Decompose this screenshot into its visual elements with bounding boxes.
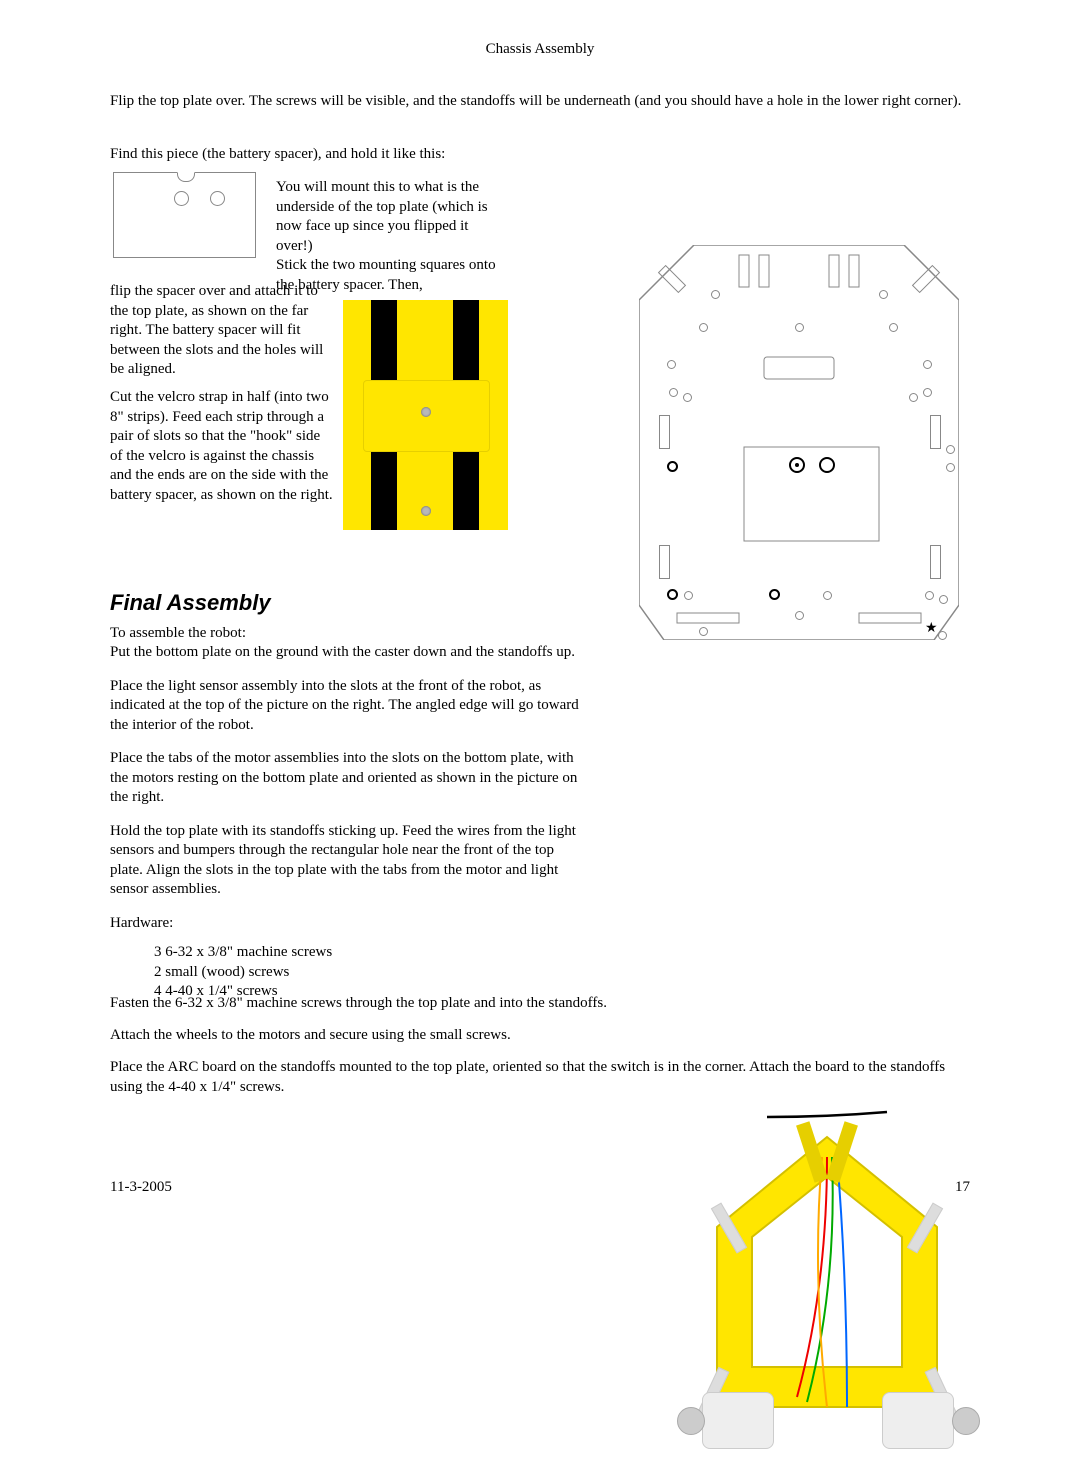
robot-assembly-photo [677, 1107, 977, 1477]
paragraph: Find this piece (the battery spacer), an… [110, 145, 970, 165]
velcro-assembly-photo [343, 300, 508, 530]
paragraph: Place the tabs of the motor assemblies i… [110, 749, 580, 808]
document-page: Chassis Assembly Flip the top plate over… [0, 0, 1080, 1397]
page-header: Chassis Assembly [110, 40, 970, 60]
paragraph: Flip the top plate over. The screws will… [110, 92, 970, 112]
section-heading: Final Assembly [110, 589, 580, 618]
paragraph: To assemble the robot: [110, 624, 580, 644]
paragraph: Cut the velcro strap in half (into two 8… [110, 388, 335, 505]
footer-page-number: 17 [955, 1178, 970, 1198]
hardware-list: 3 6-32 x 3/8" machine screws 2 small (wo… [154, 943, 580, 1002]
paragraph: Fasten the 6-32 x 3/8" machine screws th… [110, 994, 970, 1014]
paragraph: Attach the wheels to the motors and secu… [110, 1026, 970, 1046]
paragraph: Hardware: [110, 914, 580, 934]
paragraph: Place the ARC board on the standoffs mou… [110, 1058, 970, 1097]
paragraph: Place the light sensor assembly into the… [110, 677, 580, 736]
hw-item: 2 small (wood) screws [154, 963, 580, 983]
footer-date: 11-3-2005 [110, 1178, 172, 1198]
text: You will mount this to what is the under… [276, 179, 488, 254]
paragraph: Put the bottom plate on the ground with … [110, 643, 580, 663]
battery-spacer-diagram [113, 172, 256, 258]
paragraph: flip the spacer over and attach it to th… [110, 282, 335, 380]
paragraph: You will mount this to what is the under… [276, 178, 496, 295]
paragraph: Hold the top plate with its standoffs st… [110, 822, 580, 900]
hw-item: 3 6-32 x 3/8" machine screws [154, 943, 580, 963]
top-plate-diagram: ★ [639, 245, 959, 640]
final-assembly-section: Final Assembly To assemble the robot: Pu… [110, 565, 580, 1002]
